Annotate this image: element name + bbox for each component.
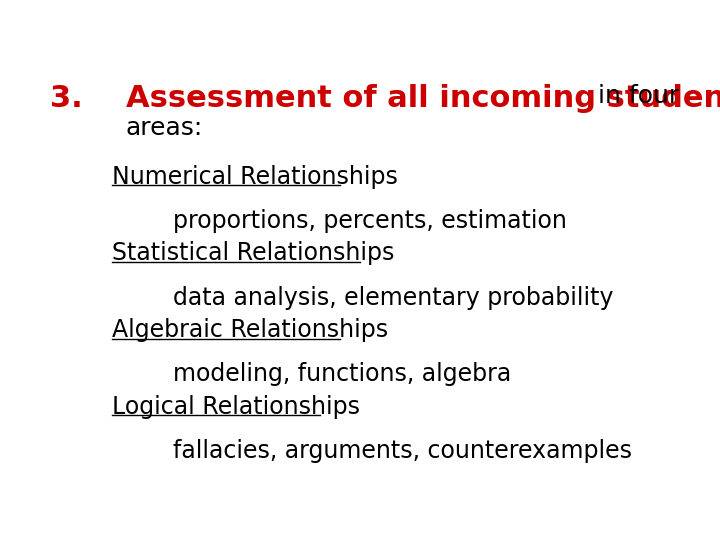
Text: Logical Relationships: Logical Relationships xyxy=(112,395,359,418)
Text: Statistical Relationships: Statistical Relationships xyxy=(112,241,394,265)
Text: Assessment of all incoming students: Assessment of all incoming students xyxy=(126,84,720,113)
Text: modeling, functions, algebra: modeling, functions, algebra xyxy=(173,362,511,386)
Text: Algebraic Relationships: Algebraic Relationships xyxy=(112,318,388,342)
Text: in four: in four xyxy=(598,84,679,107)
Text: areas:: areas: xyxy=(126,116,203,140)
Text: fallacies, arguments, counterexamples: fallacies, arguments, counterexamples xyxy=(173,439,632,463)
Text: Numerical Relationships: Numerical Relationships xyxy=(112,165,397,188)
Text: data analysis, elementary probability: data analysis, elementary probability xyxy=(173,286,613,309)
Text: proportions, percents, estimation: proportions, percents, estimation xyxy=(173,209,567,233)
Text: 3.: 3. xyxy=(50,84,83,113)
